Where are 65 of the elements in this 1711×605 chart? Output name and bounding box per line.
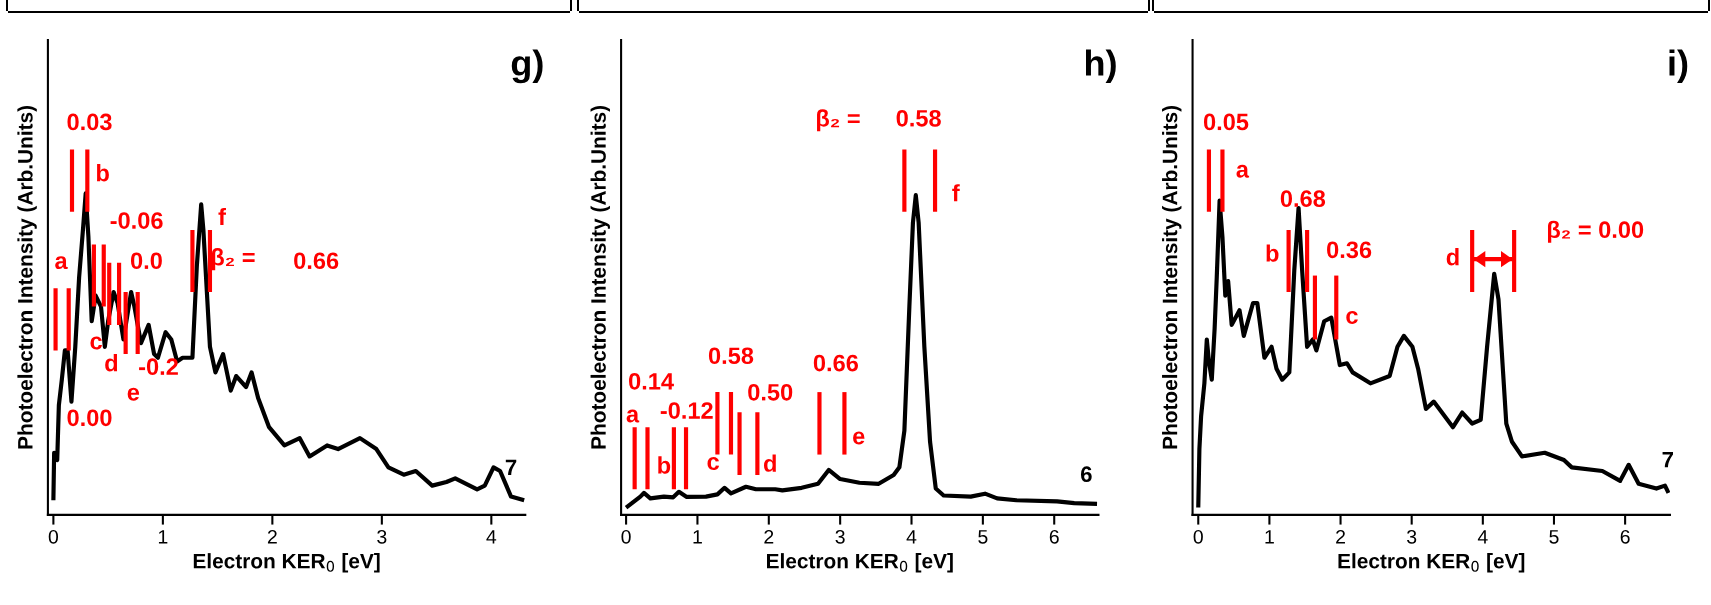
annotation: c: [1346, 310, 1358, 324]
chart-title: i): [1669, 49, 1688, 84]
x-tick-label: 0: [48, 529, 59, 544]
chart-title: h): [1086, 49, 1116, 84]
text: β₂ =: [817, 109, 860, 132]
y-axis-title: Photoelectron Intensity (Arb.Units): [17, 105, 37, 449]
annotation: c: [707, 457, 720, 471]
annotation: 0.14: [629, 372, 674, 390]
annotation: 6: [1080, 466, 1092, 483]
x-tick-label: 1: [158, 530, 168, 544]
annotation: c: [90, 336, 102, 350]
x-axis-title: Electron KER$_{0}$ [eV]: [1338, 553, 1525, 573]
text: 0.58: [896, 109, 941, 127]
x-tick-label: 6: [1620, 529, 1630, 544]
annotation: -0.06: [110, 212, 163, 229]
x-tick-label: 4: [486, 530, 497, 544]
annotation: -0.2: [139, 358, 178, 376]
annotation: 0.00: [67, 409, 112, 427]
x-tick-label: 2: [764, 529, 774, 544]
annotation: f: [952, 184, 960, 202]
annotation: 0.66: [813, 354, 858, 372]
x-tick-label: 3: [835, 529, 845, 544]
x-tick-label: 4: [1477, 530, 1488, 544]
annotation: a: [1236, 164, 1250, 178]
annotation: 0.68: [1280, 190, 1326, 208]
annotation: a: [55, 256, 68, 270]
x-tick-label: 1: [1265, 530, 1274, 544]
annotation: β₂ = 0.00: [1547, 220, 1644, 243]
annotation: a: [626, 409, 640, 423]
annotation: -0.12: [660, 402, 713, 419]
annotation: 0.66: [294, 252, 339, 270]
chart-title: g): [511, 49, 543, 84]
text: 0.05: [1203, 113, 1249, 131]
annotation: b: [97, 164, 109, 182]
annotation: d: [105, 354, 118, 372]
x-tick-label: 2: [267, 529, 277, 544]
annotation: 0.50: [748, 383, 793, 401]
x-tick-label: 4: [906, 530, 917, 544]
x-tick-label: 0: [621, 529, 631, 544]
y-axis-title: Photoelectron Intensity (Arb.Units): [1162, 105, 1182, 449]
annotation: 0.58: [708, 347, 754, 365]
x-tick-label: 3: [377, 529, 387, 544]
annotation: b: [1266, 244, 1279, 262]
text: 0.03: [67, 113, 112, 131]
annotation: e: [127, 387, 140, 401]
x-tick-label: 0: [1193, 529, 1203, 544]
x-axis-title: Electron KER$_{0}$ [eV]: [767, 553, 953, 573]
x-tick-label: 5: [978, 530, 988, 544]
annotation: d: [763, 454, 776, 472]
annotation: 7: [505, 459, 517, 475]
x-tick-label: 5: [1549, 530, 1559, 544]
annotation: b: [658, 456, 671, 474]
y-axis-title: Photoelectron Intensity (Arb.Units): [590, 105, 610, 449]
annotation: 7: [1662, 451, 1673, 468]
annotation: β₂ =: [211, 248, 255, 271]
annotation: 0.0: [130, 252, 162, 270]
annotation: f: [218, 207, 226, 226]
x-tick-label: 1: [693, 530, 702, 544]
annotation: d: [1446, 248, 1459, 266]
x-tick-label: 2: [1336, 529, 1345, 544]
annotation: 0.36: [1327, 241, 1372, 259]
x-axis-title: Electron KER$_{0}$ [eV]: [193, 553, 380, 573]
x-tick-label: 6: [1049, 529, 1059, 544]
x-tick-label: 3: [1407, 529, 1417, 544]
annotation: e: [853, 431, 865, 445]
